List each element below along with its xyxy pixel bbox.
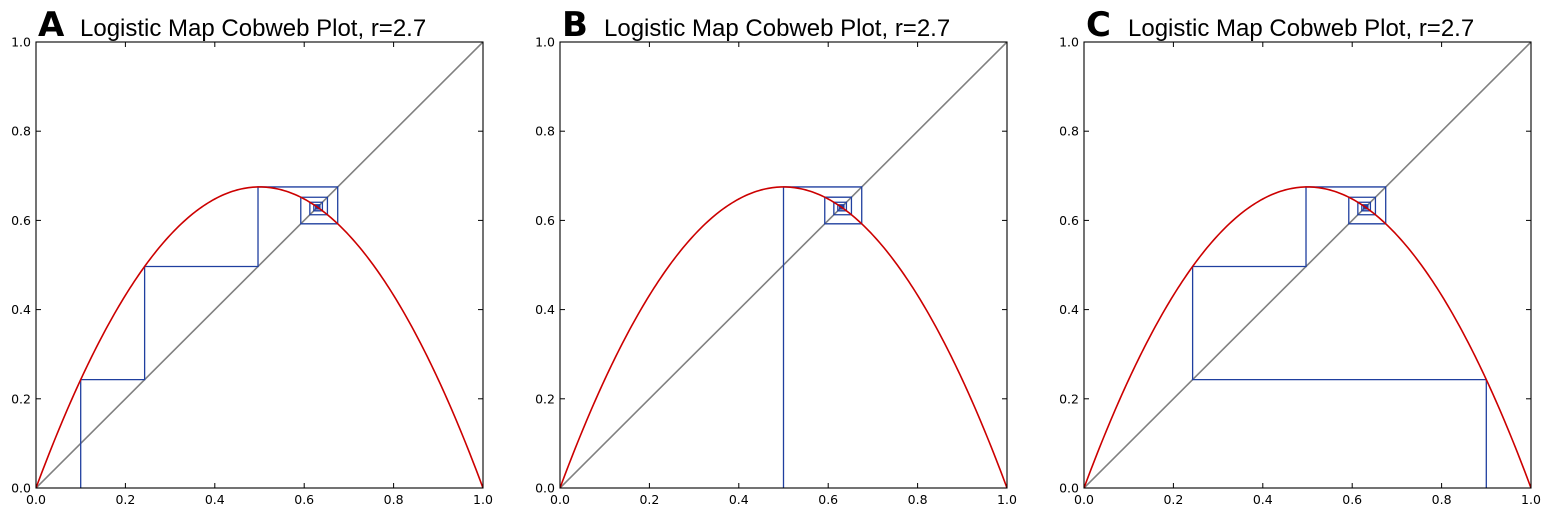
cobweb-path (782, 186, 863, 488)
x-tick-label: 0.2 (1163, 492, 1183, 507)
x-tick-label: 0.6 (294, 492, 314, 507)
x-tick-label: 0.8 (384, 492, 404, 507)
panel-letter: C (1086, 5, 1111, 45)
y-tick-label: 0.8 (535, 124, 555, 139)
plot-area (560, 42, 1007, 488)
y-tick-label: 0.2 (535, 391, 555, 406)
plot-area (36, 42, 483, 488)
x-tick-label: 0.0 (26, 492, 46, 507)
x-tick-label: 0.6 (818, 492, 838, 507)
chart-panel-c: C Logistic Map Cobweb Plot, r=2.7 0.0 0.2 0.… (1059, 5, 1541, 507)
identity-line (36, 42, 483, 488)
y-tick-label: 0.6 (11, 213, 31, 228)
y-tick-label: 0.6 (535, 213, 555, 228)
y-tick-label: 0.2 (11, 391, 31, 406)
chart-panel-a: A Logistic Map Cobweb Plot, r=2.7 0.0 0.2 0.… (11, 5, 493, 507)
x-tick-label: 1.0 (997, 492, 1017, 507)
y-tick-label: 0.8 (1059, 124, 1079, 139)
y-tick-label: 0.4 (11, 302, 31, 317)
x-tick-label: 0.6 (1342, 492, 1362, 507)
chart-title: Logistic Map Cobweb Plot, r=2.7 (80, 15, 426, 42)
x-tick-label: 0.8 (1432, 492, 1452, 507)
x-tick-label: 0.4 (1253, 492, 1273, 507)
y-tick-label: 0.8 (11, 124, 31, 139)
logistic-map-curve (1084, 186, 1531, 488)
axes-frame (1083, 41, 1532, 489)
y-tick-label: 1.0 (11, 35, 31, 50)
y-tick-label: 1.0 (1059, 35, 1079, 50)
x-tick-label: 1.0 (1521, 492, 1541, 507)
chart-title: Logistic Map Cobweb Plot, r=2.7 (1128, 15, 1474, 42)
panel-letter: B (562, 5, 588, 45)
y-tick-label: 0.0 (11, 481, 31, 496)
x-tick-label: 0.2 (115, 492, 135, 507)
axes-frame (35, 41, 484, 489)
x-tick-label: 0.0 (550, 492, 570, 507)
y-tick-label: 0.0 (535, 481, 555, 496)
chart-title: Logistic Map Cobweb Plot, r=2.7 (604, 15, 950, 42)
y-tick-label: 0.4 (1059, 302, 1079, 317)
logistic-map-curve (560, 186, 1007, 488)
panel-letter: A (38, 5, 65, 45)
y-tick-label: 0.0 (1059, 481, 1079, 496)
y-tick-label: 0.2 (1059, 391, 1079, 406)
x-tick-label: 0.2 (639, 492, 659, 507)
plot-area (1084, 42, 1531, 488)
y-tick-label: 0.4 (535, 302, 555, 317)
y-tick-label: 1.0 (535, 35, 555, 50)
cobweb-path (80, 186, 339, 488)
x-tick-label: 0.4 (205, 492, 225, 507)
logistic-map-curve (36, 186, 483, 488)
x-tick-label: 1.0 (473, 492, 493, 507)
chart-panel-b: B Logistic Map Cobweb Plot, r=2.7 0.0 0.2 0.… (535, 5, 1017, 507)
axes-frame (559, 41, 1008, 489)
x-tick-label: 0.0 (1074, 492, 1094, 507)
identity-line (1084, 42, 1531, 488)
y-tick-label: 0.6 (1059, 213, 1079, 228)
x-tick-label: 0.4 (729, 492, 749, 507)
x-tick-label: 0.8 (908, 492, 928, 507)
